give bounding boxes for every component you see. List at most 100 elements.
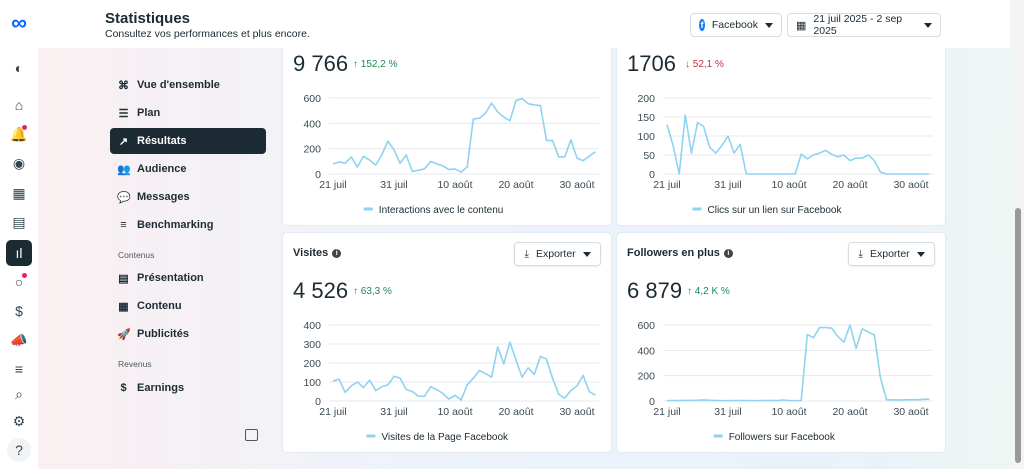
- metric-delta: ↑ 63,3 %: [353, 286, 392, 297]
- scrollbar-thumb[interactable]: [1015, 208, 1021, 463]
- y-tick-label: 0: [649, 169, 655, 181]
- export-button[interactable]: ⤓ Exporter: [848, 242, 935, 266]
- nav-item-benchmarking[interactable]: ≡ Benchmarking: [110, 212, 266, 238]
- dollar-circle-icon: $: [120, 382, 127, 394]
- nav-item-label: Vue d'ensemble: [137, 79, 220, 91]
- y-tick-label: 0: [315, 169, 321, 181]
- series-line: [666, 114, 930, 175]
- y-tick-label: 100: [303, 377, 321, 389]
- insights-icon[interactable]: ıl: [6, 240, 32, 266]
- x-tick-label: 21 juil: [653, 179, 680, 191]
- notification-dot: [22, 273, 27, 278]
- line-chart: 0 200 400 600 21 juil 31 juil 10 août 20 août 30…: [637, 320, 933, 443]
- nav-item-label: Messages: [137, 191, 190, 203]
- section-label-contenus: Contenus: [118, 250, 155, 260]
- card-title: Visites i: [293, 247, 342, 259]
- megaphone-icon[interactable]: 📣: [10, 331, 28, 348]
- nav-item-messages[interactable]: 💬 Messages: [110, 184, 266, 210]
- benchmarking-icon: ≡: [120, 219, 127, 231]
- download-icon: ⤓: [858, 247, 863, 260]
- content-icon[interactable]: ▤: [12, 213, 26, 230]
- nav-item-label: Contenu: [137, 300, 182, 312]
- header: Statistiques Consultez vos performances …: [38, 0, 1010, 48]
- y-tick-label: 200: [637, 371, 655, 383]
- legend-label: Interactions avec le contenu: [379, 205, 504, 216]
- x-tick-label: 30 août: [559, 179, 594, 191]
- y-tick-label: 200: [637, 93, 655, 105]
- series-line: [666, 324, 930, 402]
- messages-icon: 💬: [117, 191, 131, 204]
- chevron-down-icon: [582, 251, 591, 257]
- y-tick-label: 200: [303, 358, 321, 370]
- x-tick-label: 21 juil: [653, 406, 680, 418]
- scrollbar[interactable]: [1012, 0, 1024, 469]
- collapse-panel-icon[interactable]: [245, 429, 258, 441]
- dollar-icon[interactable]: $: [15, 303, 23, 319]
- date-range-label: 21 juil 2025 - 2 sep 2025: [813, 13, 903, 37]
- nav-item-présentation[interactable]: ▤ Présentation: [110, 265, 266, 291]
- presentation-icon: ▤: [118, 272, 129, 285]
- y-tick-label: 100: [637, 131, 655, 143]
- x-tick-label: 30 août: [893, 406, 928, 418]
- page-title: Statistiques: [105, 10, 191, 27]
- rocket-icon: 🚀: [117, 328, 131, 341]
- x-tick-label: 21 juil: [319, 179, 346, 191]
- metric-card: 1706 ↓ 52,1 % 0 50 100 150 200 21 juil 31 juil 1…: [617, 40, 945, 225]
- metric-total: 9 766: [293, 51, 349, 76]
- series-line: [332, 97, 596, 173]
- home-icon[interactable]: ⌂: [14, 97, 24, 113]
- search-icon[interactable]: ⌕: [15, 385, 23, 402]
- nav-item-contenu[interactable]: ▦ Contenu: [110, 293, 266, 319]
- x-tick-label: 20 août: [832, 406, 867, 418]
- date-range-selector[interactable]: ▦ 21 juil 2025 - 2 sep 2025: [787, 13, 941, 37]
- nav-item-earnings[interactable]: $ Earnings: [110, 375, 266, 401]
- content-grid-icon: ▦: [118, 300, 129, 313]
- nav-item-label: Présentation: [137, 272, 204, 284]
- metric-delta: ↑ 152,2 %: [353, 59, 398, 70]
- x-tick-label: 10 août: [771, 406, 806, 418]
- y-tick-label: 300: [303, 339, 321, 351]
- x-tick-label: 31 juil: [380, 179, 407, 191]
- y-tick-label: 0: [315, 396, 321, 408]
- nav-item-plan[interactable]: ☰ Plan: [110, 100, 266, 126]
- platform-selector[interactable]: f Facebook: [690, 13, 782, 37]
- results-icon: ↗: [118, 135, 129, 148]
- compass-icon[interactable]: ◉: [12, 154, 26, 171]
- help-icon[interactable]: ?: [7, 438, 31, 462]
- menu-icon[interactable]: ≡: [14, 361, 24, 377]
- info-icon[interactable]: i: [723, 248, 733, 258]
- left-rail: ∞ ◐ ⌂ 🔔 ◉ ▦ ▤ ıl ○ $ 📣 ≡ ⌕ ⚙?: [0, 0, 38, 469]
- bell-icon[interactable]: 🔔: [10, 125, 28, 142]
- nav-item-vue-d-ensemble[interactable]: ⌘ Vue d'ensemble: [110, 72, 266, 98]
- legend-label: Followers sur Facebook: [729, 432, 836, 443]
- x-tick-label: 30 août: [559, 406, 594, 418]
- chevron-down-icon: [916, 251, 925, 257]
- x-tick-label: 10 août: [437, 406, 472, 418]
- platform-label: Facebook: [711, 19, 758, 31]
- nav-item-publicités[interactable]: 🚀 Publicités: [110, 321, 266, 347]
- info-icon[interactable]: i: [332, 248, 342, 258]
- chevron-down-icon: [765, 22, 773, 28]
- facebook-icon: f: [699, 19, 705, 31]
- line-chart: 0 200 400 600 21 juil 31 juil 10 août 20 août 30…: [303, 93, 599, 216]
- calendar-icon[interactable]: ▦: [12, 184, 26, 201]
- export-button[interactable]: ⤓ Exporter: [514, 242, 601, 266]
- x-tick-label: 20 août: [832, 179, 867, 191]
- gear-icon[interactable]: ⚙: [12, 412, 26, 429]
- insights-nav: Contenus Revenus ⌘ Vue d'ensemble ☰ Plan ↗ Ré…: [38, 48, 280, 469]
- y-tick-label: 0: [649, 396, 655, 408]
- y-tick-label: 50: [643, 150, 655, 162]
- nav-item-label: Benchmarking: [137, 219, 214, 231]
- x-tick-label: 10 août: [437, 179, 472, 191]
- x-tick-label: 31 juil: [714, 179, 741, 191]
- x-tick-label: 21 juil: [319, 406, 346, 418]
- legend-label: Clics sur un lien sur Facebook: [708, 205, 843, 216]
- account-icon[interactable]: ◐: [14, 60, 24, 76]
- metric-delta: ↓ 52,1 %: [685, 59, 724, 70]
- nav-item-label: Earnings: [137, 382, 185, 394]
- calendar-icon: ▦: [796, 19, 807, 32]
- activity-icon[interactable]: ○: [7, 270, 31, 294]
- nav-item-audience[interactable]: 👥 Audience: [110, 156, 266, 182]
- legend-label: Visites de la Page Facebook: [381, 432, 509, 443]
- nav-item-résultats[interactable]: ↗ Résultats: [110, 128, 266, 154]
